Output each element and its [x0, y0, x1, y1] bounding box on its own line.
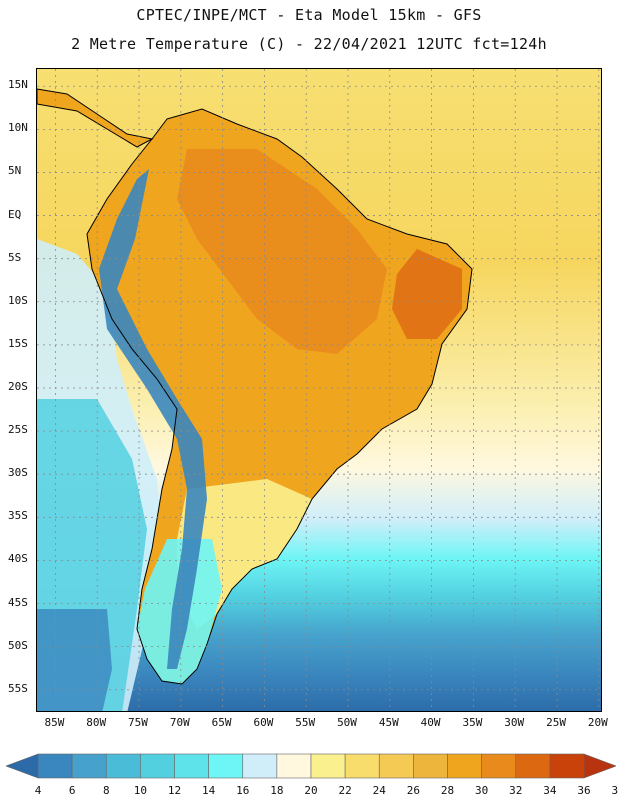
longitude-label: 40W — [420, 716, 441, 729]
latitude-label: 50S — [8, 638, 28, 652]
latitude-label: 45S — [8, 595, 28, 609]
chart-title-line-1: CPTEC/INPE/MCT - Eta Model 15km - GFS — [136, 6, 482, 24]
colorbar-tick-label: 20 — [304, 784, 318, 797]
latitude-label: EQ — [8, 207, 22, 221]
colorbar-swatch — [105, 753, 141, 779]
colorbar-tick-label: 30 — [475, 784, 489, 797]
central-america-outline — [37, 88, 154, 148]
colorbar-tick-label: 14 — [202, 784, 216, 797]
northeast-hot-core — [392, 249, 462, 339]
latitude-label: 15N — [8, 78, 28, 92]
longitude-label: 20W — [587, 716, 608, 729]
latitude-label: 55S — [8, 681, 28, 695]
latitude-label: 25S — [8, 423, 28, 437]
latitude-label: 35S — [8, 509, 28, 523]
colorbar-tick-label: 22 — [338, 784, 352, 797]
colorbar-swatch — [174, 753, 209, 779]
longitude-label: 60W — [253, 716, 274, 729]
colorbar-tick-label: 34 — [543, 784, 557, 797]
colorbar-tick-label: 18 — [270, 784, 284, 797]
colorbar-tick-label: 32 — [509, 784, 523, 797]
latitude-label: 20S — [8, 379, 28, 393]
colorbar-tick-label: 28 — [440, 784, 455, 797]
colorbar-tick-label: 6 — [68, 784, 76, 797]
colorbar-swatch — [140, 753, 175, 779]
pacific-deep-cold-band — [37, 609, 112, 711]
andes-cold-ridge — [99, 169, 207, 669]
colorbar-swatch — [413, 753, 448, 779]
latitude-label: 5N — [8, 164, 22, 178]
colorbar-swatch — [549, 753, 585, 779]
colorbar-tick-label: 24 — [372, 784, 386, 797]
colorbar-swatch — [515, 753, 551, 779]
longitude-label: 30W — [504, 716, 525, 729]
colorbar-swatch — [378, 753, 414, 779]
latitude-label: 30S — [8, 466, 28, 480]
latitude-label: 15S — [8, 336, 28, 350]
chart-title-line-2: 2 Metre Temperature (C) - 22/04/2021 12U… — [71, 35, 547, 53]
colorbar-arrow-high — [583, 753, 616, 779]
longitude-label: 85W — [44, 716, 65, 729]
longitude-label: 50W — [337, 716, 357, 729]
longitude-label: 80W — [86, 716, 107, 729]
colorbar-swatch — [276, 753, 312, 779]
colorbar-arrow-low — [6, 753, 39, 779]
colorbar-tick-label: 26 — [406, 784, 420, 797]
colorbar-tick-label: 36 — [577, 784, 591, 797]
amazon-hot-core — [177, 149, 387, 354]
colorbar-swatch — [37, 753, 73, 779]
colorbar-swatch — [310, 753, 346, 779]
colorbar-swatch — [242, 753, 278, 779]
longitude-label: 65W — [211, 716, 232, 729]
graticule — [37, 69, 601, 711]
temperature-map — [36, 68, 602, 712]
longitude-label: 35W — [462, 716, 483, 729]
latitude-label: 40S — [8, 552, 28, 566]
colorbar-swatch — [447, 753, 482, 779]
temperature-colorbar — [6, 753, 616, 779]
longitude-label: 45W — [378, 716, 399, 729]
colorbar-swatch — [481, 753, 517, 779]
colorbar-swatch — [344, 753, 380, 779]
colorbar-tick-label: 12 — [167, 784, 182, 797]
colorbar-swatch — [208, 753, 244, 779]
longitude-label: 25W — [546, 716, 566, 729]
continent-outline — [86, 108, 473, 685]
colorbar-swatch — [71, 753, 107, 779]
colorbar-tick-label: 4 — [34, 784, 42, 797]
longitude-label: 70W — [169, 716, 190, 729]
longitude-label: 55W — [295, 716, 316, 729]
latitude-label: 5S — [8, 250, 22, 264]
colorbar-tick-label: 38 — [611, 784, 618, 797]
colorbar-tick-label: 8 — [102, 784, 110, 797]
longitude-label: 75W — [128, 716, 148, 729]
latitude-label: 10N — [8, 121, 28, 135]
latitude-label: 10S — [8, 293, 28, 307]
colorbar-tick-label: 16 — [236, 784, 250, 797]
colorbar-tick-label: 10 — [133, 784, 147, 797]
